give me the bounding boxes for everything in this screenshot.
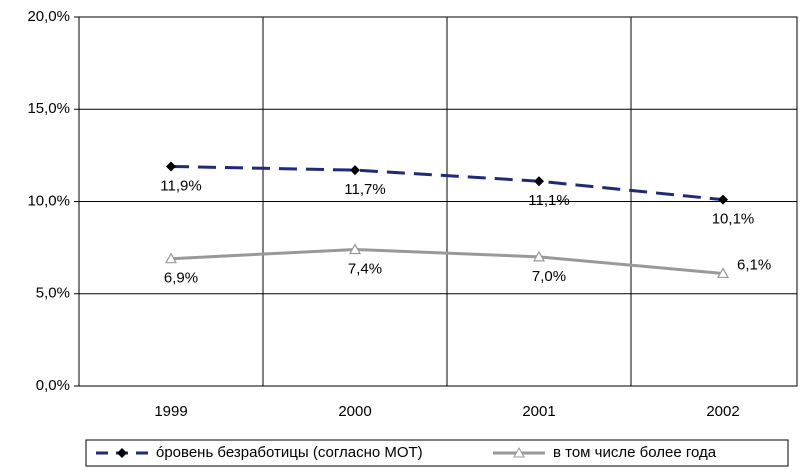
legend: óровень безработицы (согласно МОТ) в том … — [85, 439, 789, 467]
series: 6,9% 7,4% 7,0% 6,1% — [164, 243, 771, 287]
triangle-marker — [532, 250, 546, 262]
data-label: 7,0% — [532, 268, 566, 285]
triangle-marker — [164, 252, 178, 264]
triangle-marker — [716, 267, 730, 279]
y-tick-label: 15,0% — [27, 100, 70, 117]
series: 11,9% 11,7% 11,1% 10,1% — [160, 161, 755, 228]
data-label: 7,4% — [348, 260, 382, 277]
y-tick-label: 0,0% — [36, 377, 70, 394]
y-tick-label: 5,0% — [36, 285, 70, 302]
x-tick-label: 1999 — [154, 403, 187, 420]
data-label: 11,7% — [344, 181, 385, 198]
x-tick-label: 2001 — [522, 403, 555, 420]
data-label: 10,1% — [712, 211, 755, 228]
legend-box — [85, 439, 789, 467]
series-line — [170, 164, 724, 202]
diamond-marker — [718, 194, 728, 205]
triangle-marker — [348, 243, 362, 255]
series-line — [170, 247, 724, 275]
y-tick-label: 20,0% — [27, 8, 70, 25]
diamond-marker — [534, 176, 544, 187]
diamond-marker — [350, 165, 360, 176]
x-tick-label: 2000 — [338, 403, 371, 420]
x-tick-label: 2002 — [706, 403, 739, 420]
data-label: 11,1% — [528, 192, 569, 209]
plot-border — [78, 16, 798, 387]
legend-marker — [513, 446, 525, 458]
data-label: 6,1% — [737, 256, 771, 273]
data-label: 6,9% — [164, 270, 198, 287]
data-label: 11,9% — [160, 177, 201, 194]
y-tick-label: 10,0% — [27, 192, 70, 209]
legend-label: в том числе более года — [553, 444, 717, 461]
legend-marker — [117, 448, 127, 458]
legend-label: óровень безработицы (согласно МОТ) — [156, 444, 423, 461]
diamond-marker — [166, 161, 176, 172]
